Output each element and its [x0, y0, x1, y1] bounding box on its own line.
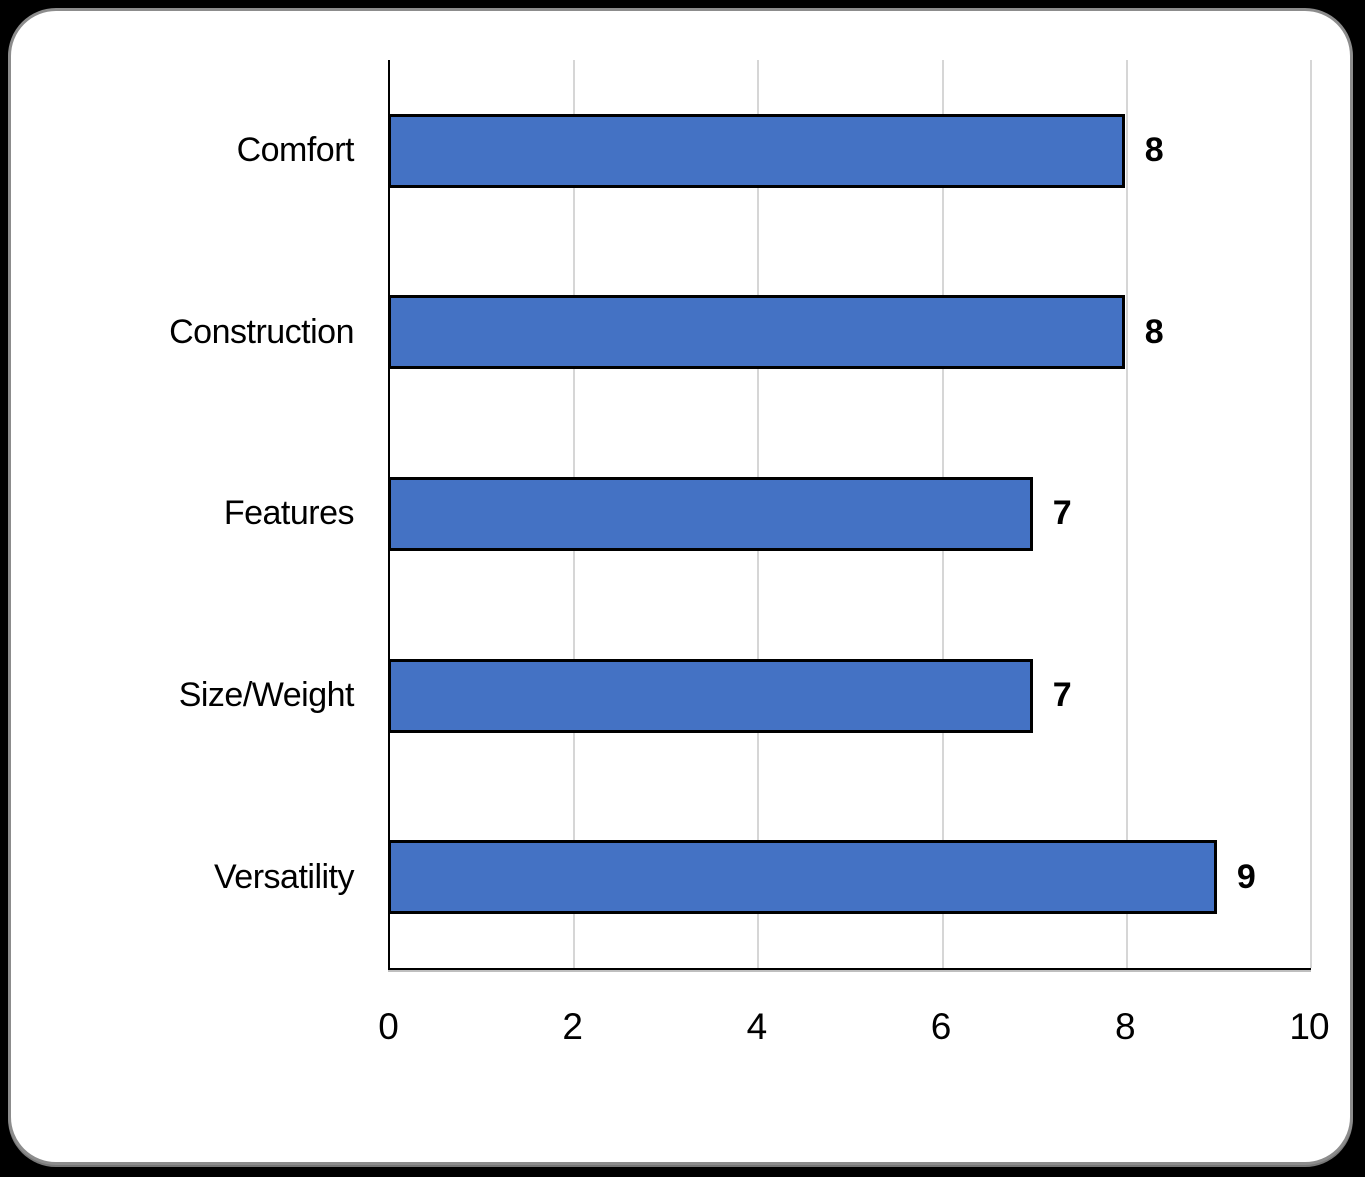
category-label: Size/Weight — [178, 676, 355, 715]
x-tick-label-4: 4 — [746, 1006, 768, 1047]
bar-track: 7 — [388, 658, 1309, 733]
category-label: Construction — [169, 312, 354, 351]
category-label: Features — [223, 494, 355, 533]
value-label: 8 — [1144, 312, 1164, 351]
bar-rows: Comfort 8 Construction 8 Features 7 — [11, 60, 1356, 968]
category-label: Comfort — [236, 131, 355, 170]
bar-track: 7 — [388, 476, 1309, 551]
bar-row-versatility: Versatility 9 — [11, 786, 1356, 968]
category-label: Versatility — [214, 857, 355, 896]
value-label: 7 — [1052, 494, 1072, 533]
bar-versatility — [388, 840, 1217, 915]
chart-card: Comfort 8 Construction 8 Features 7 — [8, 8, 1353, 1165]
bar-row-comfort: Comfort 8 — [11, 60, 1356, 242]
bar-track: 8 — [388, 113, 1309, 188]
x-tick-label-10: 10 — [1289, 1006, 1329, 1047]
value-label: 7 — [1052, 676, 1072, 715]
bar-comfort — [388, 113, 1125, 188]
bar-row-size-weight: Size/Weight 7 — [11, 605, 1356, 787]
x-tick-label-8: 8 — [1115, 1006, 1136, 1047]
bar-track: 8 — [388, 295, 1309, 370]
bar-size-weight — [388, 658, 1033, 733]
x-axis-tick-labels: 0 2 4 6 8 10 — [378, 1006, 1329, 1056]
x-tick-label-2: 2 — [562, 1006, 583, 1047]
gridline-10 — [1310, 60, 1312, 968]
bar-features — [388, 476, 1033, 551]
x-tick-label-6: 6 — [930, 1006, 952, 1047]
gridline-8 — [1125, 60, 1128, 968]
value-label: 8 — [1144, 131, 1164, 170]
value-label: 9 — [1236, 857, 1256, 896]
bar-row-construction: Construction 8 — [11, 242, 1356, 424]
bar-track: 9 — [388, 840, 1309, 915]
x-tick-label-0: 0 — [378, 1006, 399, 1047]
bar-construction — [388, 295, 1125, 370]
bar-row-features: Features 7 — [11, 423, 1356, 605]
